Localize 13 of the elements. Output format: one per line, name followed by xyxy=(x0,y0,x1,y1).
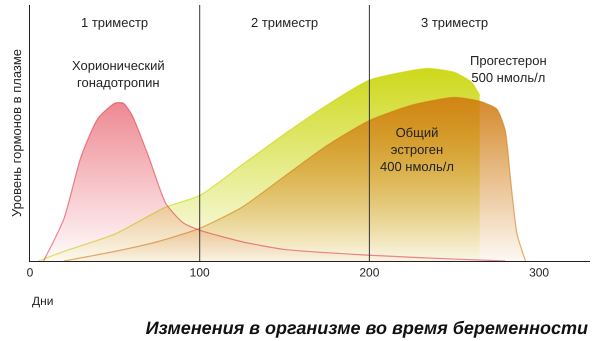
text: 1 триместр xyxy=(81,15,148,30)
text: 3 триместр xyxy=(421,15,488,30)
x-tick-label: 100 xyxy=(190,265,210,280)
text: Хорионический гонадотропин xyxy=(72,58,165,90)
y-axis-title: Уровень гормонов в плазме xyxy=(8,48,24,218)
text: 2 триместр xyxy=(251,15,318,30)
text: Изменения в организме во время беременности xyxy=(146,318,588,338)
x-axis-title: Дни xyxy=(32,294,54,308)
x-tick-label: 200 xyxy=(359,265,380,280)
series-label: Прогестерон 500 нмоль/л xyxy=(470,53,547,85)
series-label: Общий эстроген 400 нмоль/л xyxy=(380,125,454,174)
x-tick-label: 0 xyxy=(26,265,34,280)
x-tick-label: 300 xyxy=(529,265,550,280)
